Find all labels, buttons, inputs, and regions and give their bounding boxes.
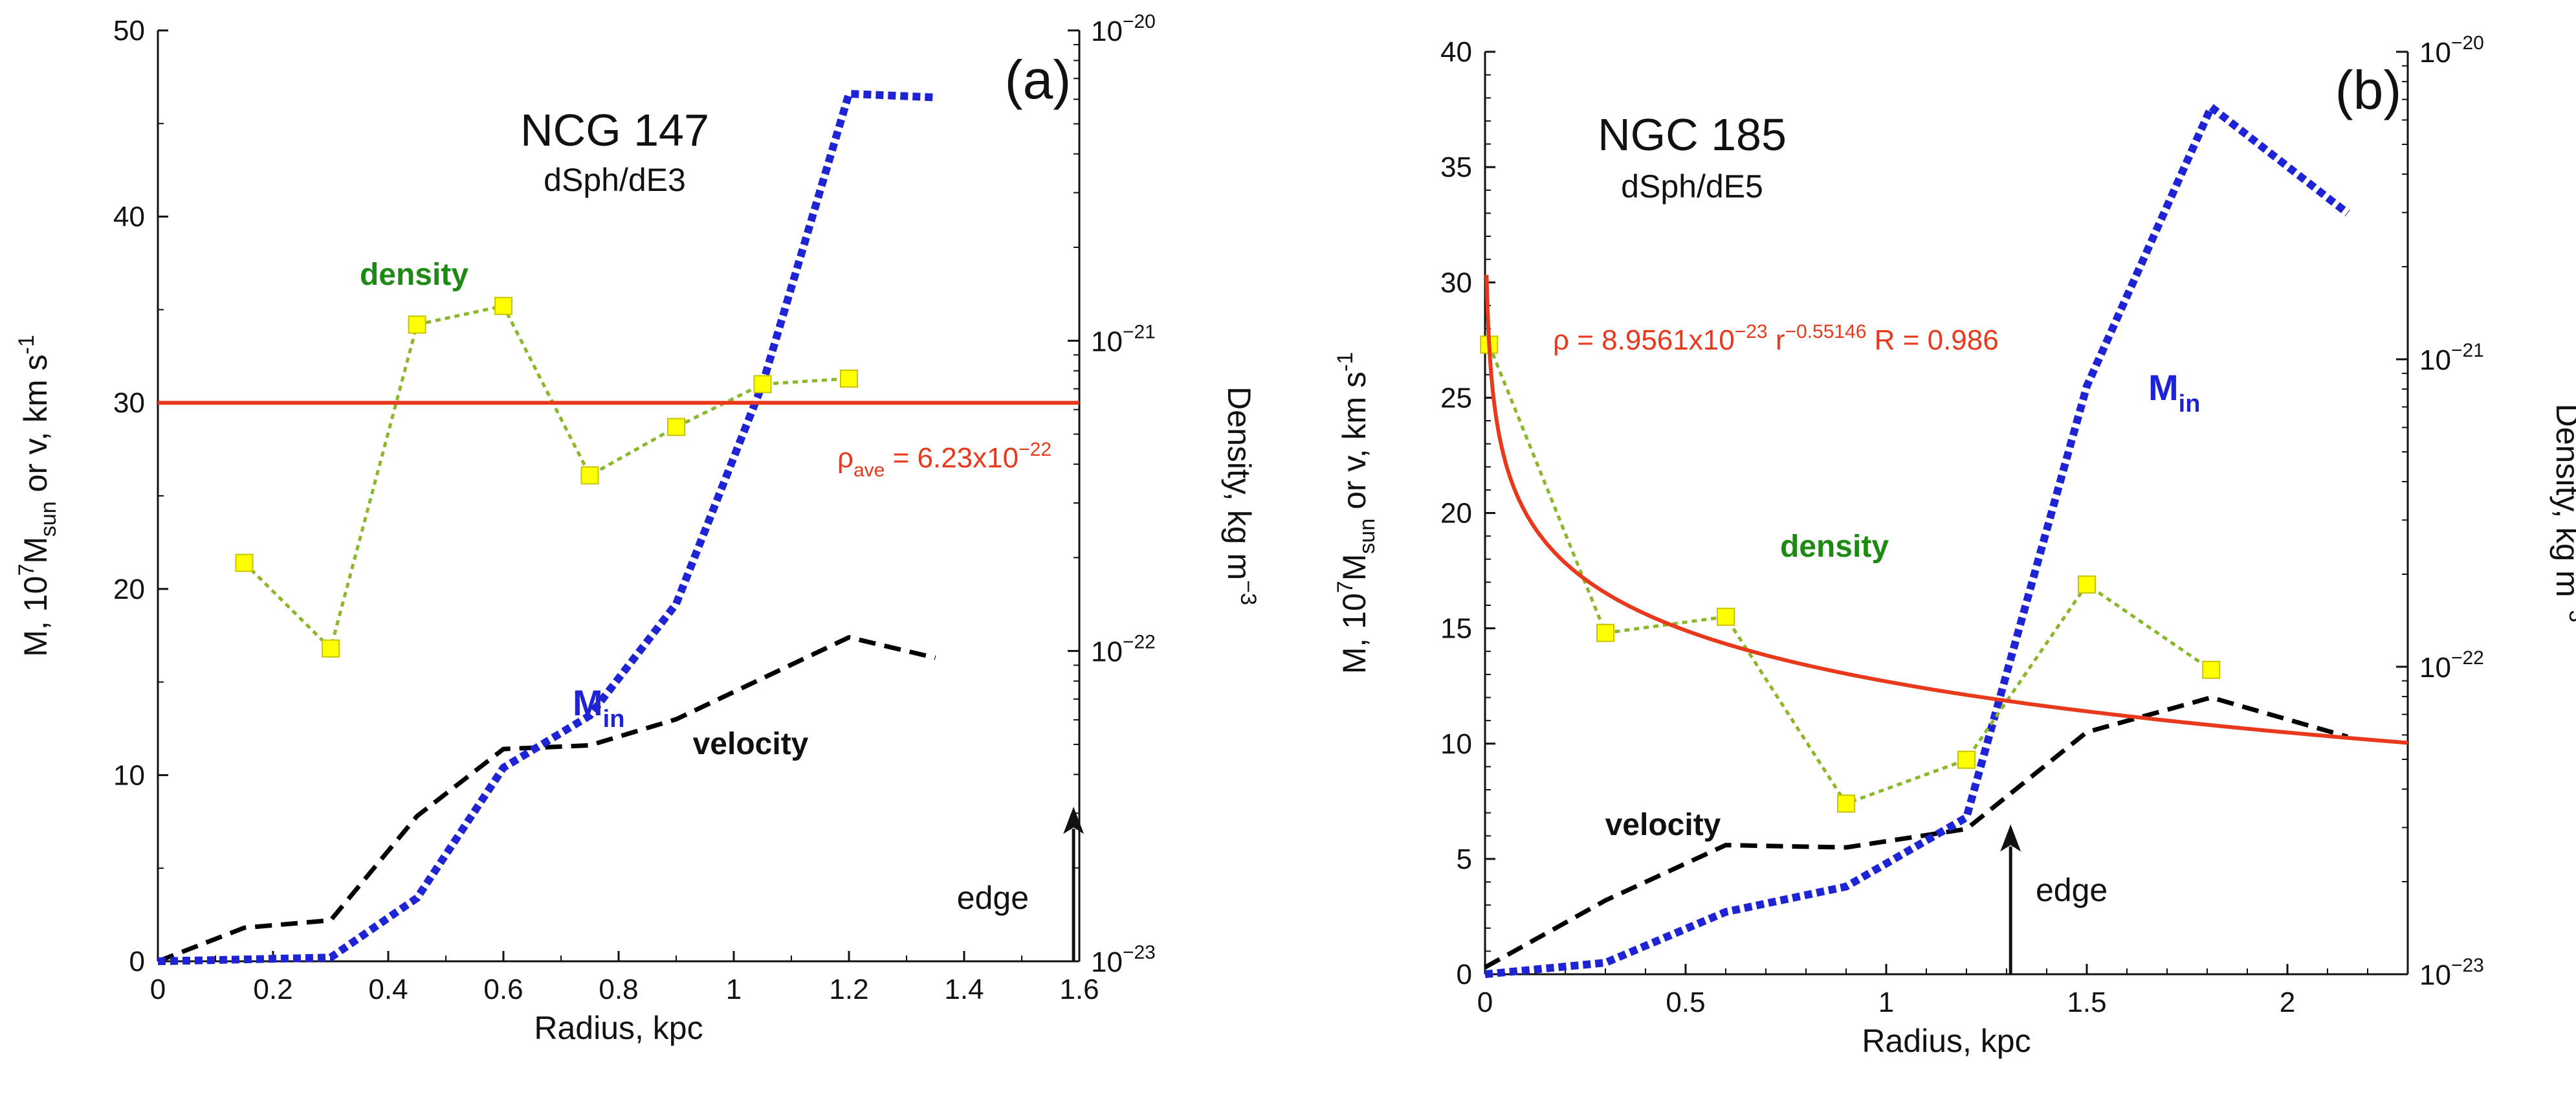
series-velocity [1484, 695, 2348, 970]
density-label: density [1780, 530, 1889, 564]
y-tick-label: 40 [1440, 36, 1472, 68]
velocity-label: velocity [1605, 808, 1721, 842]
density-marker [2078, 575, 2096, 594]
panel-label: (b) [2335, 60, 2402, 120]
edge-label: edge [2036, 872, 2108, 908]
galaxy-type: dSph/dE3 [544, 162, 686, 198]
min-label: Min [573, 682, 624, 733]
velocity-label: velocity [693, 727, 809, 761]
x-tick-label: 1.4 [944, 974, 984, 1005]
series-density-fit [1484, 274, 2408, 745]
x-tick-label: 0.5 [1666, 987, 1705, 1018]
edge-arrow-head [2000, 824, 2021, 852]
y-tick-label: 0 [129, 946, 145, 977]
galaxy-name: NCG 147 [520, 105, 709, 155]
panel-a: 0 0.2 0.4 0.6 0.8 1 1.2 1.4 1.6 0 10 20 30 40 50 10−23 1… [14, 11, 1260, 1046]
panel-b: 0 0.5 1 1.5 2051015202530354010−2310−2210−21… [1333, 32, 2576, 1059]
density-marker [667, 418, 685, 436]
x-tick-label: 0.8 [599, 974, 638, 1005]
y-right-tick-label: 10−22 [2419, 647, 2484, 684]
galaxy-type: dSph/dE5 [1621, 168, 1763, 205]
min-label: Min [2148, 367, 2200, 418]
panel-label: (a) [1005, 49, 1072, 110]
y-tick-label: 10 [113, 759, 145, 791]
x-tick-label: 1 [1878, 987, 1894, 1018]
density-marker [1837, 794, 1855, 813]
y-tick-label: 40 [113, 201, 145, 233]
x-tick-label: 1.2 [829, 974, 868, 1005]
density-label: density [360, 258, 468, 292]
series-velocity [157, 634, 936, 964]
series-density [243, 304, 850, 652]
y-axis-title-right: Density, kg m−3 [2549, 404, 2576, 623]
y-tick-label: 30 [1440, 267, 1472, 298]
x-tick-label: 1.5 [2067, 987, 2106, 1018]
y-right-tick-label: 10−21 [1091, 321, 1156, 357]
fit-equation-label: ρ = 8.9561x10−23 r−0.55146 R = 0.986 [1553, 321, 1999, 356]
y-axis-title-left: M, 107Msun or v, km s-1 [14, 335, 61, 657]
density-marker [2202, 660, 2221, 679]
density-marker [840, 369, 858, 388]
edge-label: edge [957, 880, 1029, 916]
y-right-tick-label: 10−20 [1091, 11, 1156, 47]
y-right-tick-label: 10−20 [2419, 32, 2484, 69]
y-tick-label: 30 [113, 387, 145, 419]
density-marker [580, 466, 599, 485]
rho-ave-label: ρave = 6.23x10−22 [837, 439, 1051, 481]
y-right-tick-label: 10−23 [1091, 942, 1156, 978]
series-M-in [157, 89, 936, 965]
y-tick-label: 15 [1440, 613, 1472, 645]
y-tick-label: 20 [1440, 498, 1472, 530]
y-axis-title-right: Density, kg m−3 [1221, 386, 1260, 605]
density-marker [322, 639, 340, 658]
x-tick-label: 0.4 [368, 974, 408, 1005]
y-tick-label: 10 [1440, 728, 1472, 760]
x-tick-label: 1.6 [1059, 974, 1099, 1005]
edge-arrow-head [1063, 807, 1084, 834]
density-marker [1596, 623, 1614, 642]
galaxy-name: NGC 185 [1598, 109, 1787, 160]
density-marker [494, 296, 512, 315]
x-tick-label: 2 [2280, 987, 2295, 1018]
y-axis-title-left: M, 107Msun or v, km s-1 [1333, 352, 1380, 675]
y-tick-label: 35 [1440, 151, 1472, 183]
y-tick-label: 50 [113, 15, 145, 47]
x-axis-title: Radius, kpc [534, 1010, 703, 1046]
x-tick-label: 0.6 [483, 974, 523, 1005]
series-M-in [1484, 101, 2350, 978]
y-right-tick-label: 10−22 [1091, 632, 1156, 668]
y-tick-label: 20 [113, 574, 145, 605]
y-right-tick-label: 10−21 [2419, 340, 2484, 376]
y-tick-label: 5 [1457, 843, 1472, 875]
density-marker [235, 553, 254, 572]
density-marker [753, 375, 772, 394]
density-marker [408, 315, 426, 334]
y-tick-label: 0 [1457, 959, 1472, 990]
x-tick-label: 0.2 [253, 974, 292, 1005]
density-marker [1957, 750, 1976, 769]
y-tick-label: 25 [1440, 382, 1472, 414]
density-marker [1717, 607, 1735, 626]
x-tick-label: 1 [726, 974, 742, 1005]
x-tick-label: 0 [150, 974, 166, 1005]
y-right-tick-label: 10−23 [2419, 955, 2484, 991]
x-axis-title: Radius, kpc [1862, 1023, 2031, 1059]
x-tick-label: 0 [1477, 987, 1493, 1018]
